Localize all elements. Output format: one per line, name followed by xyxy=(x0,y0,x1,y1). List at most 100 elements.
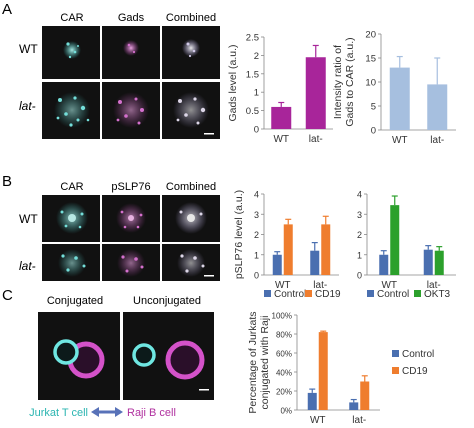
y-tick-label: 20 xyxy=(365,30,376,41)
legend-raji-b-cell: Raji B cell xyxy=(127,407,176,419)
y-tick-label: 10 xyxy=(365,78,376,89)
legend-jurkat-t-cell: Jurkat T cell xyxy=(29,407,88,419)
column-label-combined: Combined xyxy=(166,12,216,24)
y-tick-label: 60% xyxy=(276,350,292,359)
y-axis-label: Gads to CAR (a.u.) xyxy=(344,37,356,126)
bar-a1-s0-1 xyxy=(305,57,326,129)
column-label-conjugated: Conjugated xyxy=(47,295,103,307)
y-tick-label: 2 xyxy=(254,230,259,240)
x-tick-label: lat- xyxy=(309,134,323,145)
y-tick-label: 2 xyxy=(254,51,259,62)
x-tick-label: WT xyxy=(273,134,289,145)
panel-b-images: CAR pSLP76 Combined WT lat- xyxy=(19,181,220,281)
scale-bar xyxy=(204,275,214,277)
scale-bar xyxy=(199,389,209,391)
legend-swatch xyxy=(392,350,399,357)
y-tick-label: 1 xyxy=(357,250,362,260)
column-label-pslp76: pSLP76 xyxy=(111,181,150,193)
x-tick-label: WT xyxy=(310,415,326,426)
column-label-car: CAR xyxy=(60,181,83,193)
legend-label: OKT3 xyxy=(424,289,451,300)
x-tick-label: WT xyxy=(381,280,397,291)
y-tick-label: 15 xyxy=(365,54,376,65)
column-label-combined: Combined xyxy=(166,181,216,193)
y-tick-label: 0.5 xyxy=(246,106,259,117)
panel-letter-a: A xyxy=(2,1,12,18)
x-tick-label: WT xyxy=(275,280,291,291)
legend-label: CD19 xyxy=(402,366,428,377)
bar-a1-s0-0 xyxy=(271,106,292,129)
y-tick-label: 1 xyxy=(254,250,259,260)
y-tick-label: 3 xyxy=(357,210,362,220)
y-tick-label: 0 xyxy=(371,126,376,137)
legend-label: Control xyxy=(377,289,409,300)
bar-b2-okt3-1 xyxy=(434,250,444,275)
x-tick-label: lat- xyxy=(313,280,327,291)
bar-a2-s0-1 xyxy=(427,84,448,130)
bar-c1-control-1 xyxy=(349,402,359,410)
bar-b1-cd19-0 xyxy=(283,224,293,275)
y-axis-label: Gads level (a.u.) xyxy=(227,44,239,121)
y-tick-label: 2.5 xyxy=(246,33,259,44)
row-label-lat: lat- xyxy=(19,259,36,273)
bar-c1-cd19-0 xyxy=(318,332,328,410)
panel-a-images: CAR Gads Combined WT lat- xyxy=(19,12,220,139)
scale-bar xyxy=(204,133,214,135)
chart-conjugation-percentage: 0% 20% 40% 60% 80% 100% Percentage of Jurkats c… xyxy=(247,311,434,426)
y-axis-label: Percentage of Jurkats xyxy=(247,311,259,413)
y-tick-label: 0 xyxy=(254,125,259,136)
bar-c1-cd19-1 xyxy=(360,381,370,410)
row-label-lat: lat- xyxy=(19,99,36,113)
x-tick-label: lat- xyxy=(430,135,444,146)
bar-b2-control-0 xyxy=(379,254,389,275)
y-axis-label: pSLP76 level (a.u.) xyxy=(233,190,245,279)
legend-swatch xyxy=(367,290,374,297)
y-tick-label: 3 xyxy=(254,210,259,220)
bar-b2-control-1 xyxy=(423,249,433,275)
y-tick-label: 4 xyxy=(357,190,362,200)
y-tick-label: 1.5 xyxy=(246,69,259,80)
y-tick-label: 40% xyxy=(276,369,292,378)
column-label-unconjugated: Unconjugated xyxy=(133,295,201,307)
double-arrow-icon xyxy=(91,407,123,417)
chart-pslp76-cd19: 0 1 2 3 4 pSLP76 level (a.u.) WT lat- Control CD1… xyxy=(233,190,341,301)
bar-a2-s0-0 xyxy=(389,67,410,130)
y-axis-label: Intensity ratio of xyxy=(332,45,344,119)
legend-swatch xyxy=(305,290,312,297)
column-label-gads: Gads xyxy=(118,12,145,24)
bar-b1-cd19-1 xyxy=(321,224,331,275)
legend-label: Control xyxy=(402,349,434,360)
legend-label: Control xyxy=(274,289,306,300)
bar-b1-control-1 xyxy=(310,250,320,275)
y-axis-label: conjugated with Raji xyxy=(259,316,271,410)
chart-intensity-ratio: 0 5 10 15 20 Intensity ratio of Gads to CAR (a… xyxy=(332,30,456,146)
bar-b1-control-0 xyxy=(272,254,282,275)
y-tick-label: 2 xyxy=(357,230,362,240)
chart-gads-level: 0 0.5 1 1.5 2 2.5 Gads level (a.u.) WT lat- xyxy=(227,33,333,145)
x-tick-label: lat- xyxy=(352,415,366,426)
panel-letter-c: C xyxy=(2,287,13,304)
legend-swatch xyxy=(414,290,421,297)
legend-swatch xyxy=(264,290,271,297)
bar-b2-okt3-0 xyxy=(390,205,400,275)
panel-letter-b: B xyxy=(2,173,12,190)
row-label-wt: WT xyxy=(19,212,38,226)
y-tick-label: 5 xyxy=(371,102,376,113)
bar-c1-control-0 xyxy=(307,392,317,410)
row-label-wt: WT xyxy=(19,42,38,56)
y-tick-label: 80% xyxy=(276,331,292,340)
legend-label: CD19 xyxy=(315,289,341,300)
x-tick-label: lat- xyxy=(427,280,441,291)
panel-c-images: Conjugated Unconjugated Jurkat T cell Ra… xyxy=(29,295,214,419)
y-tick-label: 0 xyxy=(357,271,362,281)
x-tick-label: WT xyxy=(392,135,408,146)
y-tick-label: 20% xyxy=(276,388,292,397)
y-tick-label: 0% xyxy=(280,407,292,416)
y-tick-label: 100% xyxy=(272,312,292,321)
y-tick-label: 1 xyxy=(254,88,259,99)
y-tick-label: 0 xyxy=(254,271,259,281)
y-tick-label: 4 xyxy=(254,190,259,200)
column-label-car: CAR xyxy=(60,12,83,24)
chart-pslp76-okt3: 0 1 2 3 4 WT lat- Control OKT3 xyxy=(357,190,456,300)
